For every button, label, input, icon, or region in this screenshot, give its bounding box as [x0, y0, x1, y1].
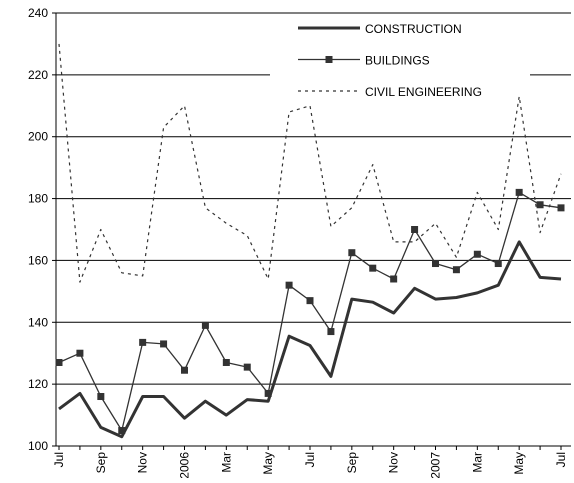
x-tick-label: Mar [219, 452, 233, 473]
legend-label: CIVIL ENGINEERING [365, 85, 482, 99]
marker [369, 264, 377, 272]
legend-label: CONSTRUCTION [365, 22, 462, 36]
marker [557, 204, 565, 212]
x-tick-label: 2007 [429, 452, 443, 478]
marker [432, 260, 439, 268]
marker [243, 363, 251, 371]
x-tick-label: May [261, 452, 275, 475]
y-tick-label: 140 [28, 315, 48, 329]
marker [97, 393, 105, 401]
marker [285, 281, 293, 289]
x-tick-label: Jul [303, 452, 317, 467]
x-tick-label: Nov [387, 452, 401, 473]
marker [327, 328, 335, 336]
series-line [58, 240, 562, 439]
marker [181, 366, 188, 374]
marker [348, 249, 356, 257]
marker [76, 349, 84, 357]
marker [536, 201, 544, 209]
y-tick-label: 220 [28, 68, 48, 82]
marker [306, 297, 314, 305]
marker [264, 389, 272, 397]
marker [390, 275, 398, 283]
x-tick-label: Nov [136, 452, 150, 473]
marker [118, 427, 126, 435]
marker [160, 340, 168, 348]
marker [139, 338, 147, 346]
series-line [58, 43, 562, 283]
x-tick-label: 2006 [178, 452, 192, 478]
legend-label: BUILDINGS [365, 54, 430, 68]
x-tick-label: Jul [52, 452, 66, 467]
x-tick-label: May [512, 452, 526, 475]
series-line [58, 191, 562, 432]
x-tick-label: Mar [470, 452, 484, 473]
y-tick-label: 100 [28, 439, 48, 453]
y-tick-label: 120 [28, 377, 48, 391]
marker [473, 250, 481, 258]
marker [55, 358, 63, 366]
marker [494, 260, 502, 268]
marker [411, 226, 419, 233]
marker [515, 188, 523, 196]
legend-marker [325, 56, 333, 63]
marker [201, 321, 209, 329]
marker [452, 266, 460, 274]
x-tick-label: Sep [94, 452, 108, 474]
x-tick-label: Jul [554, 452, 568, 467]
marker [222, 358, 230, 366]
y-tick-label: 160 [28, 253, 48, 267]
y-tick-label: 240 [28, 6, 48, 20]
x-tick-label: Sep [345, 452, 359, 474]
y-tick-label: 200 [28, 130, 48, 144]
y-tick-label: 180 [28, 192, 48, 206]
